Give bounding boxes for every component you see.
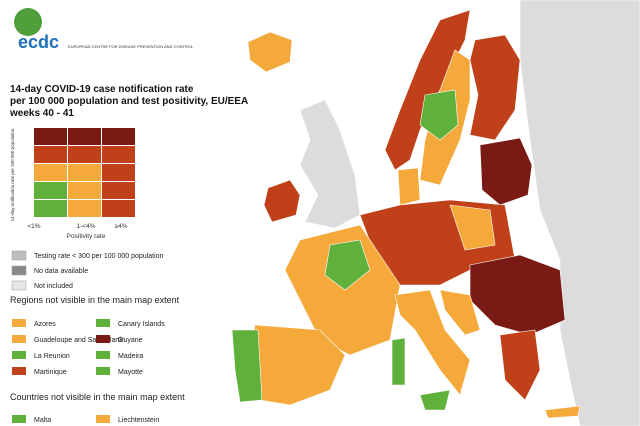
baltics [479,137,533,206]
legend-label: Guyane [118,337,143,344]
legend-label: Testing rate < 300 per 100 000 populatio… [34,253,164,260]
ireland [263,179,301,223]
croatia [439,289,481,336]
sardinia [391,337,406,386]
legend-swatch [11,280,27,291]
matrix-cell [68,128,101,145]
legend-swatch [96,415,110,423]
matrix-cell [34,182,67,199]
legend-swatch [11,250,27,261]
portugal [231,329,263,403]
matrix-cell [34,146,67,163]
legend-label: No data available [34,268,88,275]
matrix-cell [34,200,67,217]
logo-globe [14,8,42,36]
legend-swatch [96,335,110,343]
matrix-y-label: 14-day notification rate per 100 000 pop… [10,128,15,221]
legend-heading: Countries not visible in the main map ex… [10,392,185,402]
denmark [397,167,421,206]
matrix-cell [34,164,67,181]
sicily [419,389,451,411]
iceland [247,31,293,73]
legend-label: Malta [34,417,51,424]
legend-swatch [12,415,26,423]
poland-orange [449,204,496,251]
title-line: 14-day COVID-19 case notification rate [10,84,194,95]
legend-swatch [11,265,27,276]
matrix-x-tick: 1-<4% [77,223,96,230]
legend-label: Madeira [118,353,143,360]
non-eu-land [519,0,640,426]
logo-text: ecdc [18,32,59,52]
matrix-cell [68,200,101,217]
matrix-x-tick: ≥4% [115,223,128,230]
matrix-cell [68,182,101,199]
legend-heading: Regions not visible in the main map exte… [10,295,180,305]
finland [469,34,521,141]
matrix-cell [68,146,101,163]
legend-swatch [12,319,26,327]
matrix-x-tick: <1% [27,223,40,230]
france-green [324,239,371,291]
legend-label: Martinique [34,369,67,376]
crete [544,405,581,419]
matrix-cell [102,164,135,181]
matrix-cell [102,200,135,217]
organisation: EUROPEAN CENTRE FOR DISEASE PREVENTION A… [68,44,194,49]
legend-label: Mayotte [118,369,143,376]
map [231,0,640,426]
legend-label: Azores [34,321,56,328]
matrix-cell [102,182,135,199]
legend-swatch [96,367,110,375]
matrix-x-label: Positivity rate [67,233,106,240]
sweden-green [419,89,459,141]
legend-swatch [12,335,26,343]
legend-swatch [12,351,26,359]
matrix-cell [68,164,101,181]
legend: Testing rate < 300 per 100 000 populatio… [10,250,185,424]
legend-label: Canary Islands [118,321,165,328]
title-line: weeks 40 - 41 [9,108,74,119]
legend-label: Liechtenstein [118,417,159,424]
legend-swatch [12,367,26,375]
matrix [34,128,135,217]
matrix-cell [102,146,135,163]
greece [499,329,541,401]
title-line: per 100 000 population and test positivi… [10,96,248,107]
legend-swatch [96,351,110,359]
matrix-cell [102,128,135,145]
norway [384,9,471,171]
italy [394,289,471,396]
legend-swatch [96,319,110,327]
legend-label: Guadeloupe and Saint Martin [34,337,125,344]
legend-label: La Reunion [34,353,70,360]
uk [299,99,361,229]
legend-label: Not included [34,283,73,290]
southeast-europe [469,254,566,336]
france [284,224,401,356]
matrix-cell [34,128,67,145]
